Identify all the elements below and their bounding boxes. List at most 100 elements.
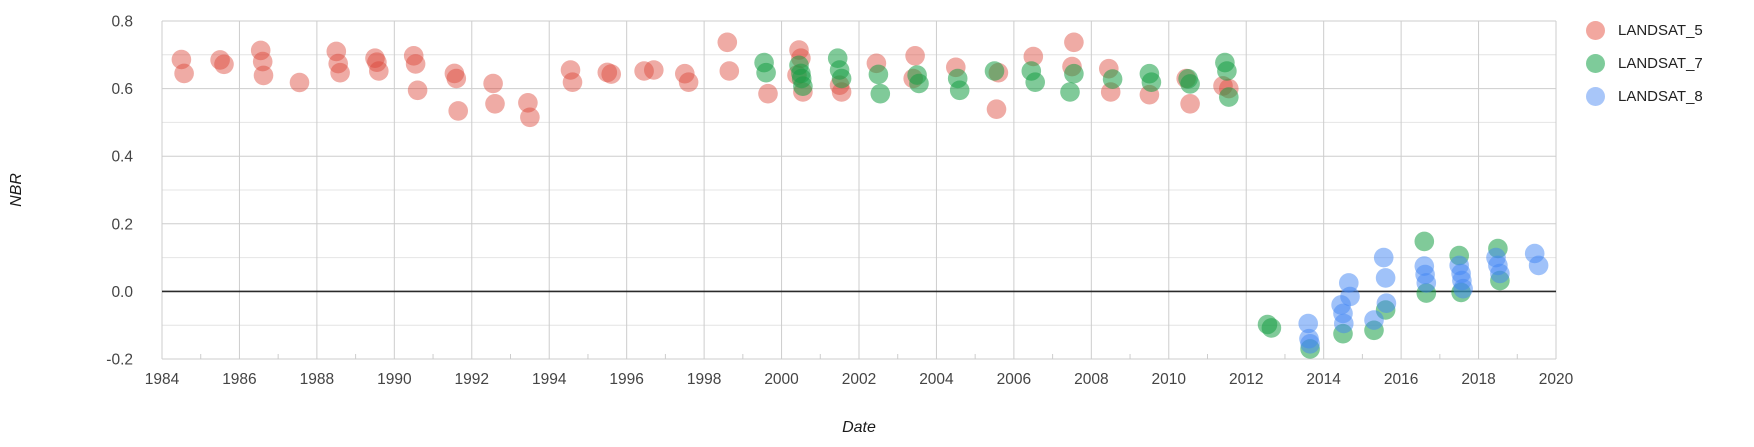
data-point[interactable] [1416, 273, 1437, 293]
data-point[interactable] [253, 65, 274, 86]
data-point[interactable] [448, 101, 469, 121]
data-point[interactable] [1141, 72, 1162, 92]
data-point[interactable] [407, 80, 428, 101]
data-point[interactable] [675, 63, 695, 84]
data-point[interactable] [1298, 313, 1318, 334]
data-point[interactable] [597, 62, 618, 83]
data-point[interactable] [328, 53, 349, 74]
data-point[interactable] [1064, 32, 1084, 53]
data-point[interactable] [984, 61, 1005, 81]
data-point[interactable] [634, 61, 654, 81]
data-point[interactable] [403, 46, 424, 66]
data-point[interactable] [717, 32, 738, 53]
data-point[interactable] [1340, 286, 1360, 307]
data-point[interactable] [986, 99, 1007, 119]
svg-text:2000: 2000 [764, 371, 799, 388]
legend-swatch-landsat-8-icon [1586, 87, 1605, 106]
data-point[interactable] [1102, 69, 1123, 89]
data-point[interactable] [1453, 278, 1473, 299]
data-point[interactable] [562, 72, 583, 92]
data-point[interactable] [1060, 82, 1080, 102]
svg-text:2008: 2008 [1074, 371, 1108, 388]
legend: LANDSAT_5 LANDSAT_7 LANDSAT_8 [1586, 14, 1703, 113]
data-point[interactable] [1364, 310, 1384, 330]
data-point[interactable] [868, 64, 889, 85]
svg-text:1998: 1998 [687, 371, 721, 388]
data-point[interactable] [1025, 72, 1045, 92]
data-point[interactable] [758, 83, 778, 104]
data-point[interactable] [1219, 87, 1239, 107]
data-point[interactable] [214, 54, 234, 75]
data-point[interactable] [210, 50, 230, 70]
data-point[interactable] [326, 41, 347, 62]
data-point[interactable] [719, 61, 740, 81]
data-point[interactable] [831, 82, 852, 102]
data-point[interactable] [369, 61, 389, 81]
data-point[interactable] [870, 83, 891, 104]
data-point[interactable] [789, 40, 809, 60]
data-point[interactable] [1373, 247, 1394, 268]
data-point[interactable] [1180, 94, 1200, 114]
data-point[interactable] [252, 51, 273, 72]
svg-text:-0.2: -0.2 [106, 352, 133, 369]
data-point[interactable] [1490, 263, 1510, 284]
data-point[interactable] [1300, 334, 1320, 354]
series-landsat_8[interactable] [1298, 243, 1549, 354]
data-point[interactable] [1023, 46, 1044, 67]
data-point[interactable] [174, 63, 194, 84]
data-point[interactable] [831, 68, 852, 89]
data-point[interactable] [560, 60, 581, 80]
data-point[interactable] [367, 52, 387, 72]
data-point[interactable] [1334, 313, 1354, 334]
svg-text:2012: 2012 [1229, 371, 1263, 388]
series-landsat_7[interactable] [754, 48, 1510, 359]
svg-text:0.4: 0.4 [111, 149, 133, 166]
svg-text:1996: 1996 [609, 371, 643, 388]
svg-text:2016: 2016 [1384, 371, 1418, 388]
data-point[interactable] [405, 54, 426, 74]
data-point[interactable] [644, 60, 664, 80]
svg-text:1994: 1994 [532, 371, 567, 388]
data-point[interactable] [250, 40, 271, 61]
data-point[interactable] [1414, 231, 1435, 252]
data-point[interactable] [330, 62, 350, 83]
data-point[interactable] [518, 93, 538, 113]
x-axis-title: Date [842, 419, 876, 436]
data-point[interactable] [520, 107, 540, 128]
data-point[interactable] [909, 73, 929, 94]
data-point[interactable] [446, 68, 467, 89]
data-point[interactable] [444, 63, 465, 84]
data-point[interactable] [601, 64, 621, 84]
legend-label-landsat-7: LANDSAT_7 [1618, 55, 1703, 72]
legend-label-landsat-5: LANDSAT_5 [1618, 22, 1703, 39]
data-point[interactable] [793, 76, 813, 96]
data-point[interactable] [365, 48, 385, 68]
y-tick-labels: -0.2 0.0 0.2 0.4 0.6 0.8 [106, 14, 133, 369]
data-point[interactable] [1528, 255, 1549, 276]
x-tick-labels: 1984 1986 1988 1990 1992 1994 1996 1998 2000 2002… [145, 371, 1574, 388]
data-point[interactable] [1064, 63, 1084, 84]
data-point[interactable] [905, 46, 925, 66]
y-axis-title: NBR [8, 173, 25, 207]
data-point[interactable] [1375, 268, 1396, 288]
data-point[interactable] [756, 62, 776, 83]
legend-item-landsat-5: LANDSAT_5 [1586, 14, 1703, 47]
data-point[interactable] [483, 73, 503, 94]
data-point[interactable] [1261, 318, 1282, 338]
svg-text:2014: 2014 [1306, 371, 1341, 388]
data-point[interactable] [678, 72, 699, 92]
svg-text:2020: 2020 [1539, 371, 1574, 388]
data-point[interactable] [289, 72, 310, 93]
data-point[interactable] [485, 94, 505, 114]
svg-text:1988: 1988 [300, 371, 334, 388]
data-point[interactable] [1376, 293, 1397, 314]
svg-text:2018: 2018 [1461, 371, 1495, 388]
data-point[interactable] [1217, 61, 1237, 81]
legend-label-landsat-8: LANDSAT_8 [1618, 88, 1703, 105]
legend-swatch-landsat-7-icon [1586, 54, 1605, 73]
svg-text:2002: 2002 [842, 371, 876, 388]
data-point[interactable] [1180, 74, 1200, 94]
data-point[interactable] [949, 80, 970, 101]
data-point[interactable] [171, 49, 192, 70]
